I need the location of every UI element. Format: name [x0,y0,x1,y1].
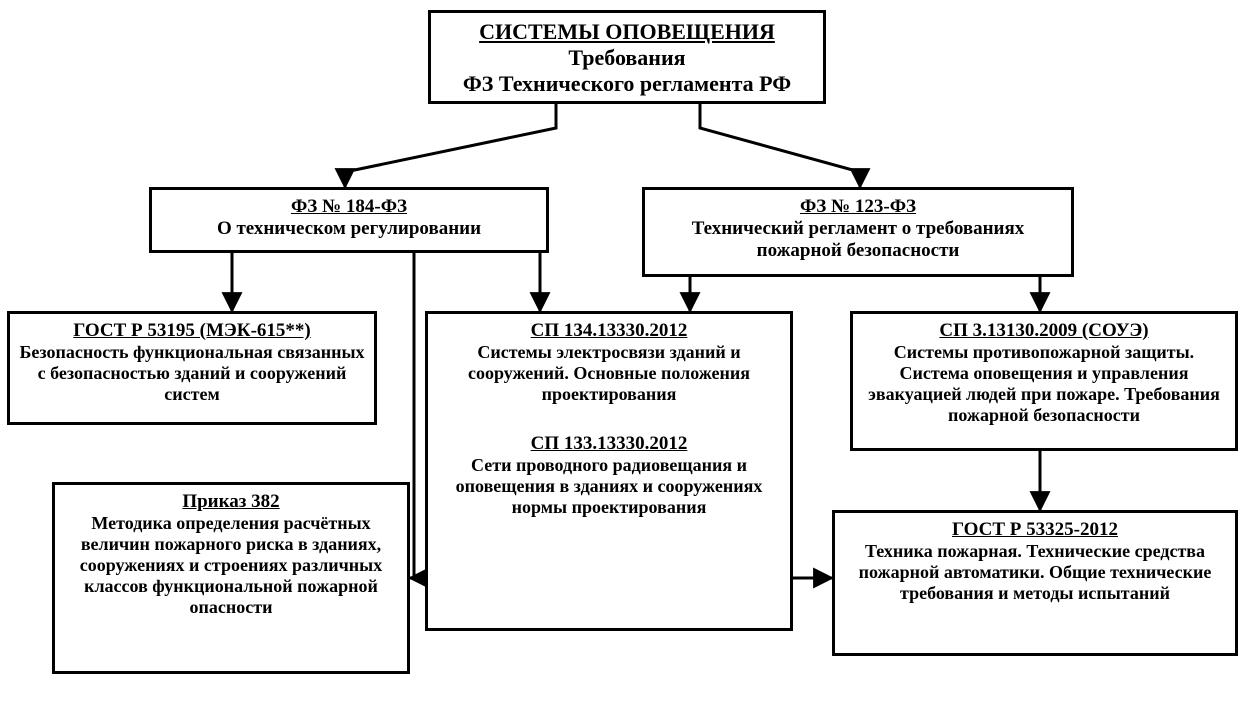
edge-fz184-to-prikaz382 [410,253,414,578]
sp133-body: Сети проводного радиовещания и оповещени… [436,455,782,518]
root-title: СИСТЕМЫ ОПОВЕЩЕНИЯ [439,19,815,45]
gost53195-body: Безопасность функциональная связанных с … [18,342,366,405]
node-prikaz382: Приказ 382 Методика определения расчётны… [52,482,410,674]
fz123-title: ФЗ № 123-ФЗ [653,196,1063,218]
prikaz382-title: Приказ 382 [63,491,399,513]
node-fz184: ФЗ № 184-ФЗ О техническом регулировании [149,187,549,253]
node-gost53195: ГОСТ Р 53195 (МЭК-615**) Безопасность фу… [7,311,377,425]
sp3-body: Системы противопожарной защиты. Система … [861,342,1227,426]
gost53325-title: ГОСТ Р 53325-2012 [843,519,1227,541]
root-line2: Требования [439,45,815,71]
node-root: СИСТЕМЫ ОПОВЕЩЕНИЯ Требования ФЗ Техниче… [428,10,826,104]
node-sp3: СП 3.13130.2009 (СОУЭ) Системы противопо… [850,311,1238,451]
sp134-body: Системы электросвязи зданий и сооружений… [436,342,782,405]
edge-root-to-fz184 [345,104,556,187]
sp133-title: СП 133.13330.2012 [436,433,782,455]
fz184-body: О техническом регулировании [160,218,538,240]
node-gost53325: ГОСТ Р 53325-2012 Техника пожарная. Техн… [832,510,1238,656]
sp3-title: СП 3.13130.2009 (СОУЭ) [861,320,1227,342]
node-fz123: ФЗ № 123-ФЗ Технический регламент о треб… [642,187,1074,277]
gost53325-body: Техника пожарная. Технические средства п… [843,541,1227,604]
fz123-body: Технический регламент о требованиях пожа… [653,218,1063,262]
prikaz382-body: Методика определения расчётных величин п… [63,513,399,618]
sp134-title: СП 134.13330.2012 [436,320,782,342]
fz184-title: ФЗ № 184-ФЗ [160,196,538,218]
root-line3: ФЗ Технического регламента РФ [439,71,815,97]
node-sp134-sp133: СП 134.13330.2012 Системы электросвязи з… [425,311,793,631]
gost53195-title: ГОСТ Р 53195 (МЭК-615**) [18,320,366,342]
flowchart-canvas: СИСТЕМЫ ОПОВЕЩЕНИЯ Требования ФЗ Техниче… [0,0,1246,728]
edge-root-to-fz123 [700,104,860,187]
